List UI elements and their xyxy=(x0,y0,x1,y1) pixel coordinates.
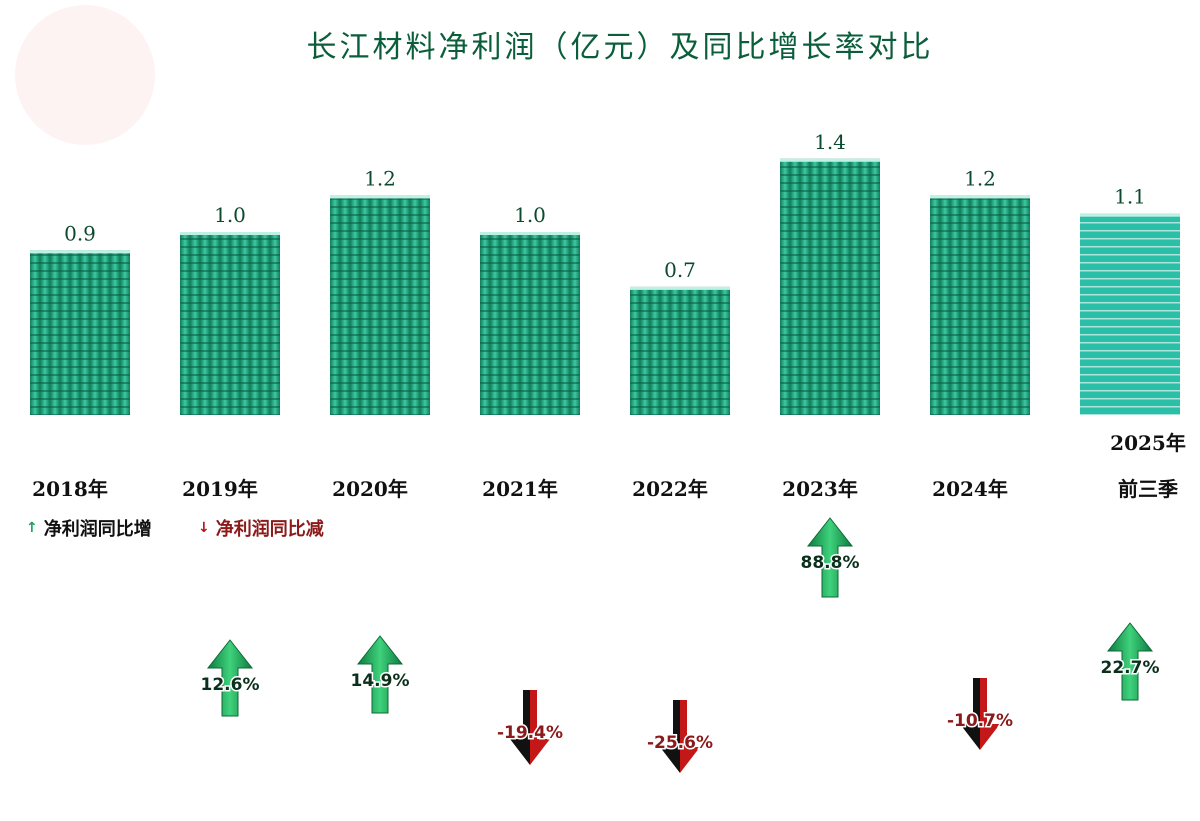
bar xyxy=(1080,213,1180,415)
bar xyxy=(630,286,730,415)
bar xyxy=(480,232,580,415)
value-label: 1.0 xyxy=(514,203,546,227)
bar-top-highlight xyxy=(630,286,730,290)
growth-down-arrow xyxy=(660,700,700,773)
legend-increase-label: 净利润同比增 xyxy=(43,519,152,540)
growth-down-arrow xyxy=(960,678,1000,750)
bar-top-highlight xyxy=(30,250,130,254)
bar-top-highlight xyxy=(780,158,880,162)
bar-top-highlight xyxy=(1080,213,1180,217)
value-label: 1.0 xyxy=(214,203,246,227)
value-label: 1.1 xyxy=(1114,185,1146,209)
category-label: 2025年 xyxy=(1110,431,1186,455)
growth-label: -25.6% xyxy=(647,733,713,753)
category-label: 2018年 xyxy=(32,477,108,501)
growth-up-arrow xyxy=(206,639,254,717)
watermark-logo xyxy=(15,5,155,145)
bar xyxy=(930,195,1030,415)
bar-top-highlight xyxy=(480,232,580,235)
bar xyxy=(330,195,430,415)
value-label: 0.9 xyxy=(64,221,96,245)
growth-up-arrow xyxy=(806,517,854,598)
growth-label: -10.7% xyxy=(947,711,1013,731)
legend-decrease: ↓ 净利润同比减 xyxy=(198,515,324,541)
category-label: 2021年 xyxy=(482,477,558,501)
bar xyxy=(180,232,280,415)
category-label: 2024年 xyxy=(932,477,1008,501)
growth-label: 22.7% xyxy=(1101,658,1160,678)
down-arrow-icon: ↓ xyxy=(198,520,210,536)
legend-decrease-label: 净利润同比减 xyxy=(215,519,324,540)
chart-title: 长江材料净利润（亿元）及同比增长率对比 xyxy=(306,30,934,65)
growth-down-arrow xyxy=(510,690,550,765)
legend-increase: ↑ 净利润同比增 xyxy=(26,515,152,541)
value-label: 1.4 xyxy=(814,130,846,154)
growth-up-arrow xyxy=(1106,622,1154,701)
value-label: 1.2 xyxy=(364,166,396,190)
category-label: 2022年 xyxy=(632,477,708,501)
growth-up-arrow xyxy=(356,635,404,714)
bar xyxy=(780,158,880,416)
category-label: 2020年 xyxy=(332,477,408,501)
bar-top-highlight xyxy=(180,232,280,235)
bar xyxy=(30,250,130,415)
category-label: 2019年 xyxy=(182,477,258,501)
value-label: 0.7 xyxy=(664,258,696,282)
growth-label: -19.4% xyxy=(497,723,563,743)
category-label: 2023年 xyxy=(782,477,858,501)
bar-top-highlight xyxy=(330,195,430,199)
category-label: 前三季 xyxy=(1118,477,1178,501)
bar-top-highlight xyxy=(930,195,1030,199)
growth-label: 14.9% xyxy=(351,671,410,691)
value-label: 1.2 xyxy=(964,166,996,190)
up-arrow-icon: ↑ xyxy=(26,520,38,536)
growth-label: 12.6% xyxy=(201,675,260,695)
growth-label: 88.8% xyxy=(801,553,860,573)
